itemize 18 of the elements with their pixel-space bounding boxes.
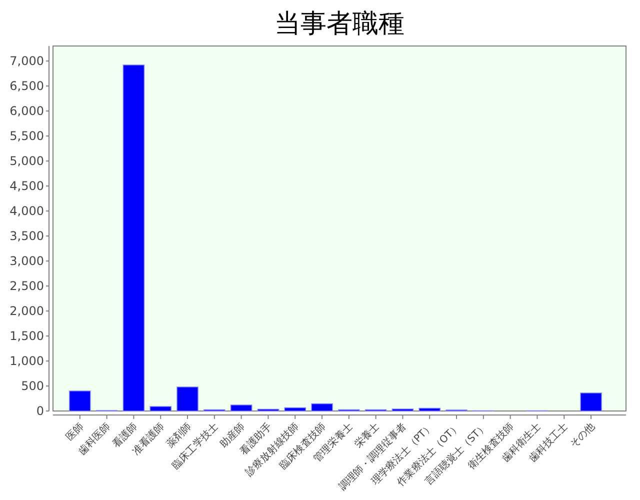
y-tick-label: 2,500 (10, 279, 44, 293)
y-tick-label: 4,000 (10, 204, 44, 218)
y-tick-label: 6,500 (10, 79, 44, 93)
y-tick-label: 5,000 (10, 154, 44, 168)
y-tick-label: 5,500 (10, 129, 44, 143)
y-tick-label: 3,500 (10, 229, 44, 243)
x-tick-label: その他 (567, 420, 598, 450)
y-tick-label: 1,500 (10, 329, 44, 343)
y-tick-label: 0 (36, 404, 44, 418)
y-tick-label: 6,000 (10, 104, 44, 118)
y-tick-label: 4,500 (10, 179, 44, 193)
y-tick-label: 1,000 (10, 354, 44, 368)
y-tick-label: 500 (21, 379, 44, 393)
y-tick-label: 3,000 (10, 254, 44, 268)
y-tick-label: 2,000 (10, 304, 44, 318)
chart-title: 当事者職種 (274, 9, 404, 39)
x-tick-label: 医師 (63, 420, 86, 444)
y-tick-label: 7,000 (10, 54, 44, 68)
